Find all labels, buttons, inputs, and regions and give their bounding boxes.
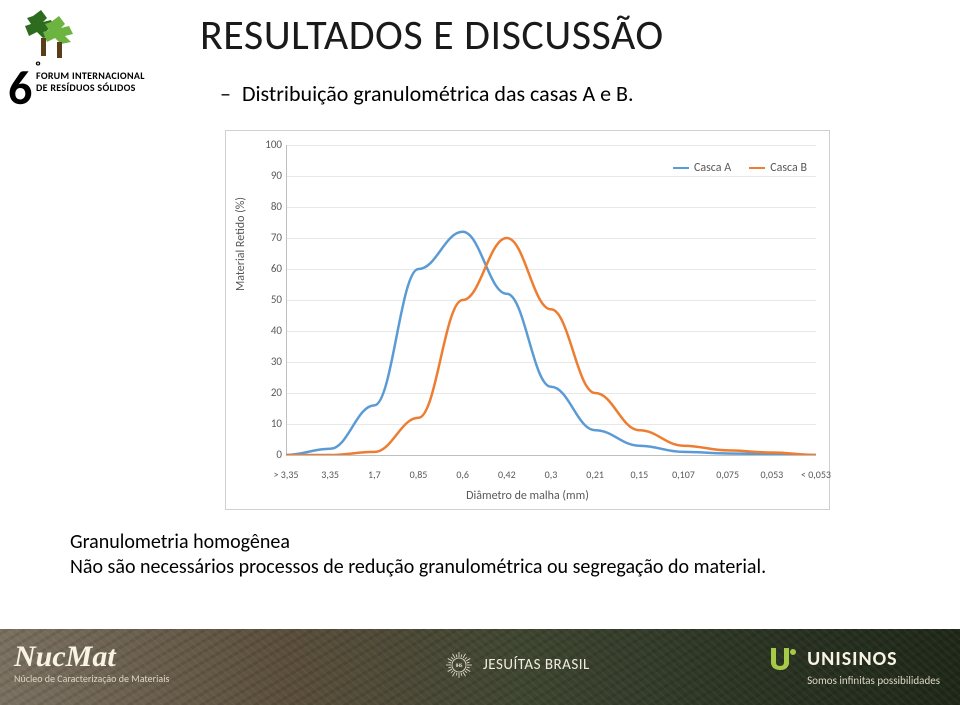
chart-plot bbox=[286, 145, 816, 455]
subtitle: – Distribuição granulométrica das casas … bbox=[220, 80, 634, 107]
x-tick: 0,053 bbox=[760, 468, 783, 481]
footer: NucMat Núcleo de Caracterização de Mater… bbox=[0, 629, 960, 705]
unisinos-u-icon bbox=[767, 646, 799, 672]
y-tick: 70 bbox=[260, 231, 282, 244]
x-axis-line bbox=[286, 455, 816, 456]
x-tick: > 3,35 bbox=[274, 468, 299, 481]
forum-line2: DE RESÍDUOS SÓLIDOS bbox=[36, 82, 145, 94]
granulometry-chart: Material Retido (%) Diâmetro de malha (m… bbox=[225, 130, 830, 510]
jesuitas-logo: IHS JESUÍTAS BRASIL bbox=[445, 651, 590, 679]
caption-line2: Não são necessários processos de redução… bbox=[70, 555, 766, 580]
y-tick: 90 bbox=[260, 169, 282, 182]
x-tick: 0,21 bbox=[586, 468, 604, 481]
forum-number: 6 bbox=[8, 58, 32, 117]
x-tick: 3,35 bbox=[321, 468, 339, 481]
nucmat-title: NucMat bbox=[14, 640, 169, 674]
unisinos-name: UNISINOS bbox=[807, 647, 898, 671]
forum-line1: FORUM INTERNACIONAL bbox=[36, 70, 145, 82]
y-tick: 80 bbox=[260, 200, 282, 213]
x-tick: 0,075 bbox=[716, 468, 739, 481]
page-title: RESULTADOS E DISCUSSÃO bbox=[200, 10, 664, 61]
x-tick: 0,6 bbox=[456, 468, 469, 481]
y-tick: 40 bbox=[260, 324, 282, 337]
x-axis-label: Diâmetro de malha (mm) bbox=[466, 489, 589, 503]
x-tick: 0,3 bbox=[545, 468, 558, 481]
x-tick: < 0,053 bbox=[801, 468, 831, 481]
caption-line1: Granulometria homogênea bbox=[70, 530, 766, 555]
x-tick: 0,107 bbox=[672, 468, 695, 481]
subtitle-dash: – bbox=[220, 80, 231, 107]
unisinos-logo: UNISINOS Somos infinitas possibilidades bbox=[767, 646, 940, 687]
chart-caption: Granulometria homogênea Não são necessár… bbox=[70, 530, 766, 580]
y-axis-label: Material Retido (%) bbox=[234, 197, 248, 291]
line-casca-a bbox=[286, 232, 816, 455]
line-casca-b bbox=[286, 238, 816, 455]
x-tick: 1,7 bbox=[368, 468, 381, 481]
x-tick: 0,15 bbox=[630, 468, 648, 481]
y-tick: 60 bbox=[260, 262, 282, 275]
svg-text:IHS: IHS bbox=[456, 663, 463, 669]
sun-ihs-icon: IHS bbox=[445, 651, 473, 679]
y-tick: 50 bbox=[260, 293, 282, 306]
y-tick: 20 bbox=[260, 386, 282, 399]
forum-title: FORUM INTERNACIONAL DE RESÍDUOS SÓLIDOS bbox=[36, 70, 145, 93]
unisinos-tagline: Somos infinitas possibilidades bbox=[767, 674, 940, 687]
nucmat-sub: Núcleo de Caracterização de Materiais bbox=[14, 672, 169, 685]
x-tick: 0,85 bbox=[410, 468, 428, 481]
y-tick: 0 bbox=[260, 448, 282, 461]
y-tick: 10 bbox=[260, 417, 282, 430]
y-tick: 30 bbox=[260, 355, 282, 368]
nucmat-logo: NucMat Núcleo de Caracterização de Mater… bbox=[14, 640, 169, 685]
y-tick: 100 bbox=[260, 138, 282, 151]
x-tick: 0,42 bbox=[498, 468, 516, 481]
subtitle-text: Distribuição granulométrica das casas A … bbox=[242, 80, 634, 107]
conference-logo: 6 º FORUM INTERNACIONAL DE RESÍDUOS SÓLI… bbox=[8, 8, 180, 113]
jesuitas-text: JESUÍTAS BRASIL bbox=[483, 656, 590, 674]
